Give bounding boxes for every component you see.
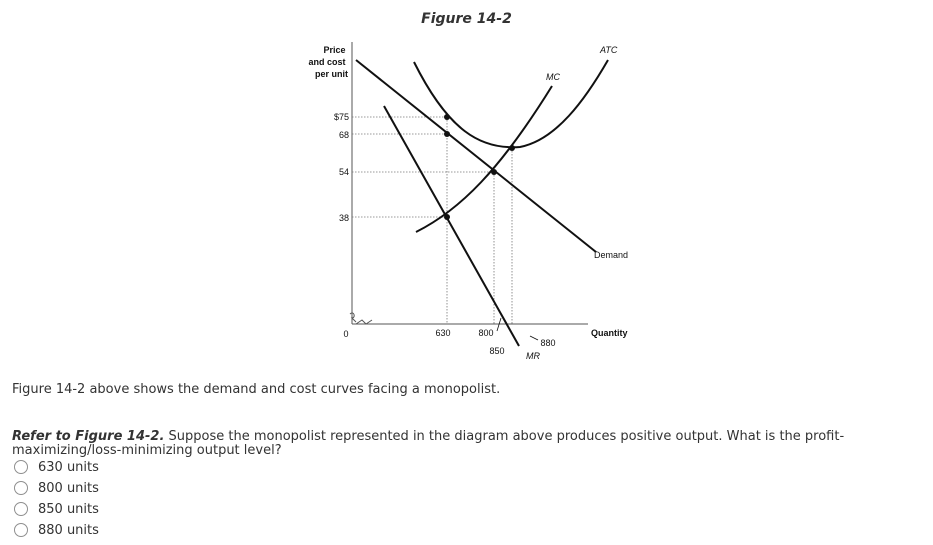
atc-curve: [413, 59, 609, 149]
question-text: Refer to Figure 14-2. Suppose the monopo…: [12, 430, 927, 458]
question-reference: Refer to Figure 14-2.: [12, 429, 165, 444]
option-label: 800 units: [38, 480, 99, 496]
radio-button[interactable]: [14, 460, 28, 474]
figure-caption: Figure 14-2 above shows the demand and c…: [12, 382, 501, 397]
y-axis-label: Price and cost per unit: [308, 45, 348, 79]
x-tick-800: 800: [478, 328, 493, 338]
x-tick-880-leader: [529, 335, 539, 341]
option-850-units[interactable]: 850 units: [12, 500, 99, 518]
option-880-units[interactable]: 880 units: [12, 521, 99, 539]
option-630-units[interactable]: 630 units: [12, 458, 99, 476]
monopoly-cost-curves-figure: Price and cost per unit $75 68 54 38 0: [308, 42, 628, 361]
y-tick-38: 38: [339, 213, 349, 223]
dotted-guides: [352, 116, 513, 324]
atc-label: ATC: [599, 45, 618, 55]
x-tick-630: 630: [435, 328, 450, 338]
x-tick-800-leader: [496, 317, 502, 332]
y-tick-54: 54: [339, 167, 349, 177]
x-tick-850: 850: [489, 346, 504, 356]
question-body: Suppose the monopolist represented in th…: [12, 429, 845, 458]
origin-label: 0: [343, 329, 348, 339]
figure-title: Figure 14-2: [421, 11, 512, 27]
mc-label: MC: [546, 72, 560, 82]
y-tick-68: 68: [339, 130, 349, 140]
radio-button[interactable]: [14, 502, 28, 516]
y-tick-75: $75: [334, 112, 349, 122]
mc-curve: [415, 85, 553, 233]
option-label: 850 units: [38, 501, 99, 517]
axis-break-mark: [349, 312, 373, 325]
x-axis-label: Quantity: [591, 328, 628, 338]
demand-label: Demand: [594, 250, 628, 260]
mr-curve: [383, 105, 520, 347]
mr-label: MR: [526, 351, 540, 361]
intersection-points: [444, 114, 515, 220]
demand-curve: [355, 59, 597, 253]
radio-button[interactable]: [14, 523, 28, 537]
y-axis-label-line-1: Price: [323, 45, 345, 55]
option-label: 630 units: [38, 459, 99, 475]
radio-button[interactable]: [14, 481, 28, 495]
y-axis-label-line-2: and cost: [308, 57, 345, 67]
y-axis-label-line-3: per unit: [315, 69, 348, 79]
option-label: 880 units: [38, 522, 99, 538]
option-800-units[interactable]: 800 units: [12, 479, 99, 497]
x-tick-880: 880: [540, 338, 555, 348]
